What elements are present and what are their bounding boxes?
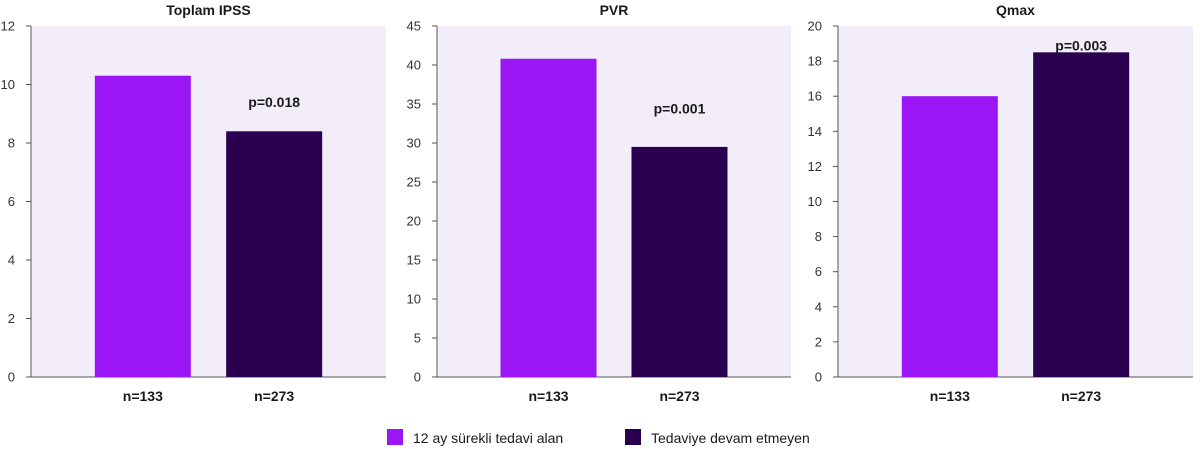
y-tick-label: 14 — [808, 124, 822, 139]
y-tick-label: 5 — [414, 331, 421, 346]
bar-continued — [901, 96, 998, 377]
y-tick-label: 8 — [815, 229, 822, 244]
y-tick-label: 15 — [407, 253, 421, 268]
y-tick-label: 6 — [815, 264, 822, 279]
y-tick-label: 45 — [407, 19, 421, 34]
category-label: n=133 — [930, 388, 970, 404]
legend-label-discontinued-treatment: Tedaviye devam etmeyen — [651, 430, 810, 446]
chart-title: Qmax — [996, 2, 1035, 18]
legend: 12 ay sürekli tedavi alan Tedaviye devam… — [387, 429, 810, 446]
y-tick-label: 6 — [8, 194, 15, 209]
legend-swatch-discontinued-treatment — [625, 429, 641, 445]
plot-area — [838, 26, 1193, 377]
bar-discontinued — [226, 131, 323, 377]
y-tick-label: 8 — [8, 136, 15, 151]
y-tick-label: 40 — [407, 58, 421, 73]
bar-continued — [94, 75, 191, 377]
plot-area — [437, 26, 791, 377]
y-tick-label: 10 — [808, 194, 822, 209]
legend-swatch-continued-treatment — [387, 429, 403, 445]
y-tick-label: 0 — [815, 370, 822, 385]
category-label: n=273 — [1061, 388, 1101, 404]
p-value-label: p=0.001 — [654, 101, 706, 117]
bar-continued — [500, 58, 597, 377]
plot-area — [31, 26, 386, 377]
y-tick-label: 20 — [407, 214, 421, 229]
y-tick-label: 4 — [815, 299, 822, 314]
p-value-label: p=0.018 — [248, 94, 300, 110]
chart-title: Toplam IPSS — [166, 2, 251, 18]
chart-title: PVR — [600, 2, 629, 18]
y-tick-label: 10 — [407, 292, 421, 307]
y-tick-label: 20 — [808, 19, 822, 34]
p-value-label: p=0.003 — [1055, 37, 1107, 53]
y-tick-label: 35 — [407, 97, 421, 112]
category-label: n=133 — [528, 388, 568, 404]
y-tick-label: 25 — [407, 175, 421, 190]
chart-panel-0: Toplam IPSS 0 2 4 6 8 10 12 n=133 n=273 p=0.018 — [1, 2, 386, 404]
bar-discontinued — [1033, 52, 1130, 377]
y-tick-label: 12 — [1, 19, 15, 34]
y-tick-label: 0 — [414, 370, 421, 385]
y-tick-label: 16 — [808, 89, 822, 104]
y-tick-label: 4 — [8, 253, 15, 268]
chart-panel-2: Qmax 0 2 4 6 8 10 12 14 16 18 20 n=133 n=273 p=0.003 — [808, 2, 1193, 404]
y-tick-label: 12 — [808, 159, 822, 174]
legend-label-continued-treatment: 12 ay sürekli tedavi alan — [413, 430, 563, 446]
y-tick-label: 18 — [808, 54, 822, 69]
y-tick-label: 2 — [815, 334, 822, 349]
y-tick-label: 2 — [8, 311, 15, 326]
chart-panel-1: PVR 0 5 10 15 20 25 30 35 40 45 n=133 n=273 p=0.001 — [407, 2, 791, 404]
y-tick-label: 0 — [8, 370, 15, 385]
charts-group: Toplam IPSS 0 2 4 6 8 10 12 n=133 n=273 p=0.018 PVR… — [1, 2, 1193, 404]
y-tick-label: 30 — [407, 136, 421, 151]
category-label: n=273 — [659, 388, 699, 404]
y-tick-label: 10 — [1, 77, 15, 92]
category-label: n=133 — [123, 388, 163, 404]
bar-discontinued — [631, 146, 728, 377]
category-label: n=273 — [254, 388, 294, 404]
